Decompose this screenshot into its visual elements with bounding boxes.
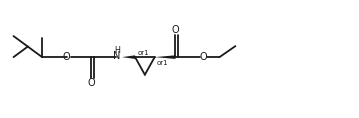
Text: or1: or1 (137, 50, 149, 56)
Polygon shape (155, 55, 176, 59)
Text: or1: or1 (157, 60, 169, 66)
Text: O: O (63, 52, 70, 62)
Polygon shape (122, 55, 135, 59)
Text: O: O (200, 52, 208, 62)
Text: H: H (115, 46, 120, 55)
Text: N: N (113, 51, 120, 61)
Text: O: O (87, 78, 95, 88)
Text: O: O (172, 25, 179, 35)
